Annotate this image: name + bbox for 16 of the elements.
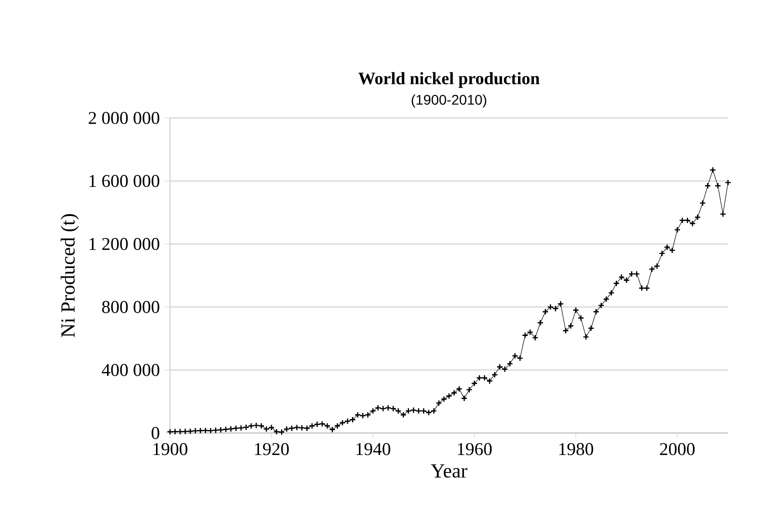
- y-tick-label: 400 000: [102, 364, 160, 376]
- x-tick-label: 2000: [660, 443, 695, 456]
- x-tick-label: 1920: [255, 443, 289, 456]
- x-tick-label: 1940: [356, 443, 390, 456]
- y-tick-label: 1 600 000: [90, 174, 160, 188]
- y-tick-label: 0: [152, 426, 160, 440]
- x-tick-label: 1900: [154, 443, 188, 456]
- x-tick-label: 1960: [458, 443, 492, 456]
- y-axis-title: Ni Produced (t): [60, 214, 79, 338]
- chart-title: World nickel production: [358, 72, 540, 88]
- chart-subtitle: (1900-2010): [412, 94, 486, 108]
- x-axis-title: Year: [430, 464, 468, 478]
- y-tick-label: 800 000: [102, 300, 160, 314]
- y-tick-label: 1 200 000: [90, 238, 160, 250]
- x-tick-label: 1980: [559, 443, 594, 456]
- y-tick-label: 2 000 000: [88, 112, 160, 124]
